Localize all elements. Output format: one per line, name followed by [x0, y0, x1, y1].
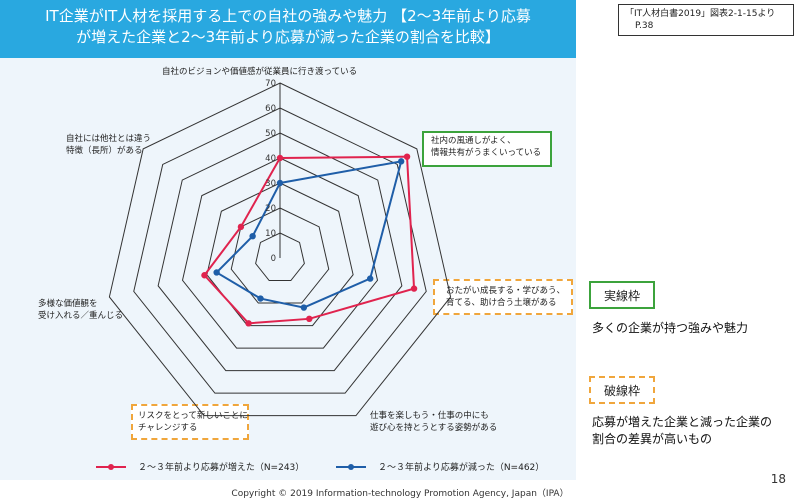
- category-label-diversity: 多様な価値観を 受け入れる／重んじる: [38, 299, 124, 321]
- series-1-point-3: [300, 304, 308, 311]
- category-label-communication: 社内の風通しがよく、 情報共有がうまくいっている: [431, 136, 542, 158]
- category-label-vision: 自社のビジョンや価値感が従業員に行き渡っている: [162, 67, 358, 77]
- category-label-fun: 仕事を楽しもう・仕事の中にも 遊び心を持とうとする姿勢がある: [370, 411, 498, 433]
- solid-frame-outer-growth: [433, 279, 573, 315]
- legend-item-decrease: ２～３年前より応募が減った（N=462）: [336, 460, 544, 473]
- series-0-point-6: [237, 223, 245, 231]
- key-solid-frame: 実線枠: [589, 281, 655, 309]
- copyright-footer: Copyright © 2019 Information-technology …: [231, 489, 569, 499]
- series-1-point-4: [257, 295, 264, 302]
- source-line-2: P.38: [635, 21, 654, 31]
- tick-label-20: 20: [265, 204, 276, 214]
- tick-label-10: 10: [265, 229, 276, 239]
- series-0-point-5: [201, 272, 208, 279]
- series-1-point-6: [249, 232, 256, 240]
- category-label-risk: リスクをとって新しいことに チャレンジする: [138, 411, 248, 433]
- title-line-2: が増えた企業と2～3年前より応募が減った企業の割合を比較】: [76, 28, 500, 46]
- series-0-point-0: [276, 154, 284, 162]
- grid-ring-60: [133, 107, 427, 394]
- tick-label-30: 30: [265, 179, 276, 189]
- tick-label-70: 70: [265, 79, 276, 89]
- series-0-point-1: [403, 153, 411, 160]
- dashed-frame-risk: [131, 404, 249, 440]
- series-0-point-4: [245, 320, 252, 327]
- tick-label-40: 40: [265, 154, 276, 164]
- series-1-point-0: [276, 179, 284, 187]
- legend-swatch-increase: [96, 462, 126, 472]
- series-1-point-1: [397, 158, 405, 165]
- grid-ring-40: [181, 157, 379, 349]
- key-dashed-frame: 破線枠: [589, 376, 655, 404]
- category-label-growth: おたがい成長する・学びあう、 育てる、助け合う土壌がある: [446, 286, 566, 308]
- series-line-0: [203, 155, 416, 325]
- grid-ring-30: [206, 182, 354, 327]
- series-line-1: [215, 160, 403, 309]
- source-line-1: 「IT人材白書2019」図表2-1-15より: [625, 9, 776, 19]
- key-dashed-description: 応募が増えた企業と減った企業の 割合の差異が高いもの: [592, 415, 773, 446]
- tick-label-0: 0: [271, 254, 276, 264]
- page-number: 18: [770, 472, 786, 486]
- grid-ring-50: [157, 132, 403, 372]
- category-label-uniqueness: 自社には他社とは違う 特徴（長所）がある: [66, 134, 152, 156]
- title-banner: IT企業がIT人材を採用する上での自社の強みや魅力 【2～3年前より応募 が増え…: [0, 0, 576, 58]
- key-solid-description: 多くの企業が持つ強みや魅力: [592, 321, 749, 335]
- series-0-point-3: [306, 315, 313, 323]
- solid-frame-communication: [422, 131, 552, 167]
- legend-item-increase: ２～３年前より応募が増えた（N=243）: [96, 460, 304, 473]
- tick-label-50: 50: [265, 129, 276, 139]
- series-0-point-2: [410, 285, 418, 292]
- title-line-1: IT企業がIT人材を採用する上での自社の強みや魅力 【2～3年前より応募: [45, 7, 531, 25]
- grid-ring-10: [255, 232, 305, 282]
- chart-panel: [0, 58, 576, 480]
- grid-ring-70: [108, 82, 452, 417]
- series-1-point-5: [213, 269, 220, 276]
- source-note: 「IT人材白書2019」図表2-1-15より P.38: [618, 4, 794, 36]
- tick-label-60: 60: [265, 104, 276, 114]
- legend-swatch-decrease: [336, 462, 366, 472]
- series-1-point-2: [366, 275, 374, 282]
